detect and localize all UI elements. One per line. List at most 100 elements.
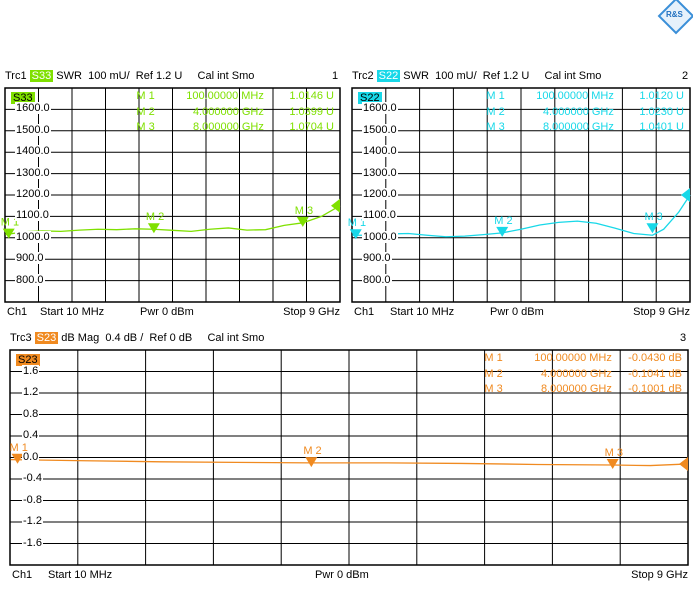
y-axis-label: 1600.0 — [15, 102, 51, 115]
y-axis-label: 1500.0 — [15, 123, 51, 136]
scale: 100 mU/ — [435, 70, 477, 82]
sparam-tag[interactable]: S22 — [376, 70, 401, 82]
trace-line — [5, 205, 341, 236]
y-axis-label: -1.2 — [22, 515, 43, 527]
marker-triangle[interactable] — [296, 216, 309, 227]
marker-name: M 2 — [136, 105, 155, 118]
marker-name: M 3 — [486, 121, 505, 133]
cal-status: Cal int Smo — [207, 332, 265, 344]
marker-triangle[interactable] — [349, 229, 362, 240]
y-axis-label: 1100.0 — [362, 209, 397, 222]
marker-freq: 8.000000 GHz — [192, 121, 264, 133]
y-axis-label: 1300.0 — [362, 166, 398, 179]
footer-power: Pwr 0 dBm — [490, 306, 544, 318]
marker-freq: 100.00000 MHz — [534, 352, 612, 364]
ref: Ref 1.2 U — [482, 70, 530, 82]
y-axis-label: 1400.0 — [15, 145, 51, 158]
marker-value: 1.0401 U — [639, 121, 684, 133]
trace-number: 2 — [682, 70, 689, 82]
ref-level-arrow[interactable] — [331, 198, 340, 213]
footer-start: Start 10 MHz — [48, 569, 113, 581]
marker-name: M 3 — [136, 121, 155, 133]
format: dB Mag — [61, 332, 100, 344]
y-axis-label: 0.4 — [22, 429, 40, 441]
sparam-tag[interactable]: S33 — [29, 70, 54, 82]
y-axis-label: -0.8 — [22, 493, 43, 506]
y-axis-label: 0.8 — [22, 407, 40, 420]
trace-line — [10, 459, 689, 467]
y-axis-label: 1200.0 — [362, 188, 398, 200]
marker-freq: 4.000000 GHz — [192, 105, 264, 118]
marker-info-row: M 1 100.00000 MHz 1.0146 U — [136, 90, 334, 102]
ref: Ref 0 dB — [149, 332, 193, 344]
y-axis-label: 1400.0 — [362, 145, 398, 158]
marker-triangle[interactable] — [305, 457, 318, 468]
trace-header[interactable]: Trc2 S22 SWR 100 mU/ Ref 1.2 U Cal int S… — [352, 70, 601, 82]
footer-start: Start 10 MHz — [40, 306, 105, 318]
y-axis-label: 800.0 — [15, 273, 45, 286]
y-axis-label: 1300.0 — [15, 166, 51, 179]
trace-header[interactable]: Trc3 S23 dB Mag 0.4 dB / Ref 0 dB Cal in… — [10, 332, 264, 344]
y-axis-label: -0.4 — [22, 472, 43, 484]
y-axis-label: 900.0 — [15, 252, 45, 265]
scale: 0.4 dB / — [105, 332, 144, 344]
marker-info-row: M 1 100.00000 MHz -0.0430 dB — [484, 352, 682, 364]
marker-triangle[interactable] — [646, 223, 659, 234]
footer-stop: Stop 9 GHz — [631, 569, 688, 581]
marker-info-row: M 2 4.000000 GHz 1.0230 U — [486, 106, 684, 118]
y-axis-label: 1600.0 — [362, 102, 398, 115]
trace-line — [352, 194, 691, 238]
y-axis-label: -1.6 — [22, 536, 43, 549]
marker-value: 1.0230 U — [639, 105, 684, 118]
ref-level-arrow[interactable] — [679, 456, 688, 471]
marker-value: 1.0120 U — [639, 90, 684, 102]
marker-value: 1.0704 U — [289, 121, 334, 133]
y-axis-label: 1000.0 — [362, 230, 398, 243]
trace-header[interactable]: Trc1 S33 SWR 100 mU/ Ref 1.2 U Cal int S… — [5, 70, 254, 82]
trace-name: Trc3 — [10, 332, 32, 344]
y-axis-label: 1500.0 — [362, 123, 398, 136]
footer-power: Pwr 0 dBm — [315, 569, 369, 581]
marker-value: -0.1001 dB — [628, 383, 682, 395]
marker-info-row: M 1 100.00000 MHz 1.0120 U — [486, 90, 684, 102]
trace-number: 1 — [332, 70, 339, 82]
marker-value: 1.0399 U — [289, 105, 334, 118]
marker-triangle[interactable] — [2, 228, 15, 239]
marker-freq: 8.000000 GHz — [542, 121, 614, 133]
marker-freq: 4.000000 GHz — [540, 367, 612, 380]
marker-name: M 1 — [484, 352, 503, 364]
marker-info-row: M 3 8.000000 GHz -0.1001 dB — [484, 383, 682, 395]
marker-label: M 2 — [494, 215, 512, 227]
marker-label: M 3 — [644, 211, 662, 223]
footer-start: Start 10 MHz — [390, 306, 455, 318]
y-axis-label: 1200.0 — [15, 188, 51, 200]
y-axis-label: 1100.0 — [15, 209, 50, 222]
marker-name: M 2 — [484, 367, 503, 380]
scale: 100 mU/ — [88, 70, 130, 82]
ref: Ref 1.2 U — [135, 70, 183, 82]
marker-label: M 2 — [146, 211, 164, 223]
marker-info-row: M 3 8.000000 GHz 1.0704 U — [136, 121, 334, 133]
marker-name: M 1 — [136, 90, 155, 102]
marker-value: 1.0146 U — [289, 90, 334, 102]
trace-number: 3 — [680, 332, 687, 344]
footer-channel: Ch1 — [12, 569, 33, 581]
marker-name: M 1 — [486, 90, 505, 102]
footer-stop: Stop 9 GHz — [283, 306, 340, 318]
marker-triangle[interactable] — [147, 223, 160, 234]
y-axis-label: 800.0 — [362, 273, 392, 286]
footer-channel: Ch1 — [354, 306, 375, 318]
ref-level-arrow[interactable] — [681, 188, 690, 202]
marker-freq: 4.000000 GHz — [542, 105, 614, 118]
marker-label: M 3 — [295, 205, 313, 217]
marker-info-row: M 3 8.000000 GHz 1.0401 U — [486, 121, 684, 133]
y-axis-label: 1.6 — [22, 364, 40, 377]
marker-freq: 100.00000 MHz — [186, 90, 264, 102]
marker-triangle[interactable] — [606, 459, 619, 470]
format: SWR — [403, 70, 429, 82]
marker-freq: 100.00000 MHz — [536, 90, 614, 102]
marker-triangle[interactable] — [496, 226, 509, 237]
marker-info-row: M 2 4.000000 GHz 1.0399 U — [136, 106, 334, 118]
sparam-tag[interactable]: S23 — [34, 332, 59, 344]
marker-info-row: M 2 4.000000 GHz -0.1041 dB — [484, 368, 682, 380]
